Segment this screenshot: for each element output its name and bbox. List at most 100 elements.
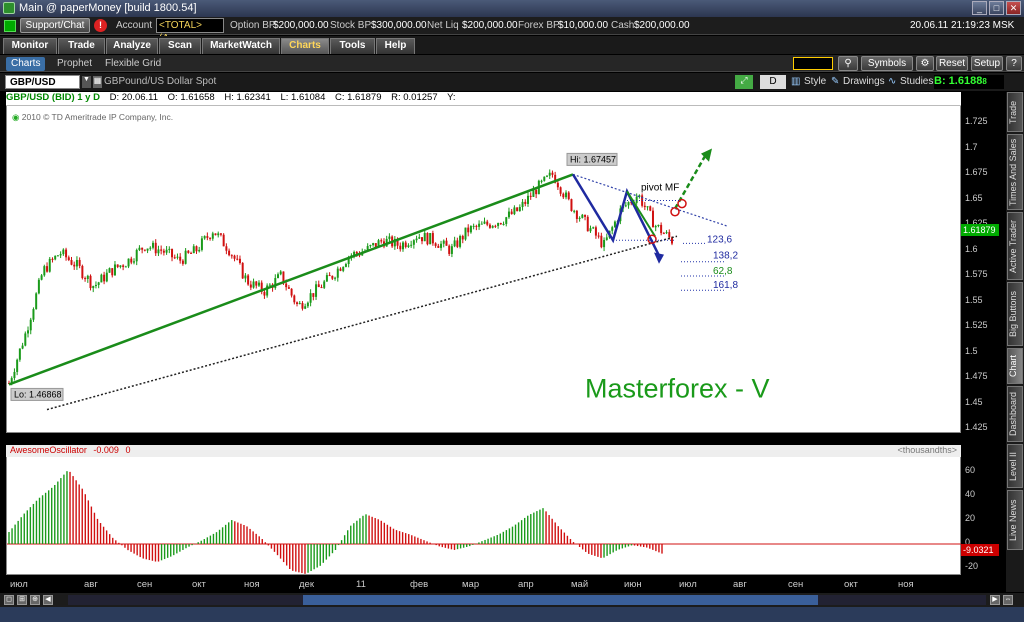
tab-trade[interactable]: Trade — [58, 38, 105, 54]
pivot-circle-0 — [647, 234, 657, 245]
candle-body — [21, 345, 24, 349]
ohlc-range: R: 0.01257 — [391, 92, 438, 103]
price-tick: 1.45 — [965, 396, 983, 407]
setup-button[interactable]: Setup — [971, 56, 1003, 71]
candle-body — [546, 175, 549, 177]
time-axis[interactable]: июл авг сен окт ноя дек 11 фев мар апр май июн июл ав… — [6, 576, 961, 592]
tab-tools[interactable]: Tools — [330, 38, 375, 54]
scroll-left-icon[interactable]: ◀ — [43, 595, 53, 605]
side-tab-live-news[interactable]: Live News — [1007, 490, 1023, 550]
candle-body — [113, 264, 116, 276]
price-axis[interactable]: 1.725 1.7 1.675 1.65 1.625 1.6 1.575 1.55 1.525 1… — [961, 92, 1006, 433]
studies-button[interactable]: Studies — [900, 76, 934, 87]
candle-body — [181, 260, 184, 264]
candle-body — [603, 239, 606, 248]
oscillator-tick: 20 — [965, 513, 976, 523]
account-select[interactable]: <TOTAL> (A... — [156, 18, 224, 44]
candle-body — [274, 278, 277, 288]
tab-scan[interactable]: Scan — [159, 38, 201, 54]
candle-body — [524, 201, 527, 204]
style-icon[interactable]: ▥ — [791, 76, 801, 87]
candle-body — [317, 284, 320, 288]
tab-analyze[interactable]: Analyze — [106, 38, 158, 54]
candle-body — [13, 371, 16, 379]
expand-icon[interactable]: ⇔ — [1003, 595, 1013, 605]
studies-icon[interactable]: ∿ — [888, 76, 897, 87]
candle-body — [521, 201, 524, 208]
side-tab-chart[interactable]: Chart — [1007, 348, 1023, 384]
clock: 20.06.11 21:19:23 MSK — [910, 20, 1015, 31]
candle-body — [478, 223, 481, 227]
tab-marketwatch[interactable]: MarketWatch — [202, 38, 280, 54]
grid-icon[interactable]: ▦ — [93, 76, 102, 88]
candle-body — [407, 245, 410, 247]
candle-body — [252, 281, 255, 288]
alert-icon[interactable]: ! — [94, 19, 107, 32]
side-tab-trade[interactable]: Trade — [1007, 92, 1023, 132]
subtab-charts[interactable]: Charts — [6, 57, 46, 71]
link-icon[interactable]: ⚲ — [838, 56, 858, 71]
candle-body — [198, 249, 201, 252]
scroll-right-icon[interactable]: ▶ — [990, 595, 1000, 605]
candle-body — [467, 227, 470, 233]
candle-body — [421, 237, 424, 242]
chart-subtabs: Charts Prophet Flexible Grid ⚲ Symbols ⚙… — [0, 55, 1024, 72]
candle-body — [401, 242, 404, 250]
bid-price: B: 1.61888 — [934, 75, 1004, 89]
candle-body — [306, 302, 309, 307]
zoom-out-icon[interactable]: ◻ — [4, 595, 14, 605]
candle-body — [374, 243, 377, 248]
candle-body — [59, 254, 62, 256]
scroll-track[interactable] — [68, 595, 986, 605]
side-tab-level-ii[interactable]: Level II — [1007, 444, 1023, 488]
fib-1618-label: 161,8 — [713, 280, 738, 291]
layout-selector[interactable] — [793, 57, 833, 70]
candle-body — [32, 309, 35, 320]
drawings-button[interactable]: Drawings — [843, 76, 885, 87]
zoom-icon[interactable]: ⤢ — [735, 75, 753, 89]
candle-body — [355, 251, 358, 254]
gear-icon[interactable]: ⚙ — [916, 56, 934, 71]
minimize-button[interactable]: _ — [972, 1, 987, 15]
oscillator-panel[interactable] — [6, 445, 962, 575]
side-tab-dashboard[interactable]: Dashboard — [1007, 386, 1023, 442]
zoom-in-icon[interactable]: ⊞ — [17, 595, 27, 605]
price-chart[interactable]: Hi: 1.67457 Lo: 1.46868 pivot MF 123,6 138,2… — [6, 92, 961, 433]
candle-body — [665, 232, 668, 234]
candle-body — [46, 266, 49, 272]
candle-body — [646, 206, 649, 208]
close-button[interactable]: ✕ — [1006, 1, 1021, 15]
candle-body — [342, 266, 345, 271]
style-button[interactable]: Style — [804, 76, 827, 87]
support-chat-button[interactable]: Support/Chat — [20, 18, 90, 33]
trendline-dotted — [46, 235, 678, 411]
tab-charts[interactable]: Charts — [281, 38, 329, 54]
trendline-green — [8, 173, 574, 386]
reset-button[interactable]: Reset — [936, 56, 968, 71]
candle-body — [97, 282, 100, 285]
help-icon[interactable]: ? — [1006, 56, 1022, 71]
candle-body — [168, 248, 171, 250]
forex-bp-label: Forex BP — [518, 20, 560, 31]
symbol-input[interactable]: GBP/USD — [5, 75, 80, 89]
candle-body — [143, 249, 146, 251]
candle-body — [404, 242, 407, 247]
drawings-icon[interactable]: ✎ — [831, 76, 840, 87]
period-button[interactable]: D — [760, 75, 786, 89]
maximize-button[interactable]: □ — [989, 1, 1004, 15]
price-tick: 1.475 — [965, 371, 988, 381]
side-tab-times-and-sales[interactable]: Times And Sales — [1007, 134, 1023, 210]
subtab-flexible-grid[interactable]: Flexible Grid — [105, 58, 162, 69]
scroll-thumb[interactable] — [303, 595, 818, 605]
tab-monitor[interactable]: Monitor — [3, 38, 57, 54]
chart-scrollbar: ◻ ⊞ ⊕ ◀ ▶ ⇔ — [0, 593, 1024, 607]
symbols-button[interactable]: Symbols — [861, 56, 913, 71]
side-tab-active-trader[interactable]: Active Trader — [1007, 212, 1023, 280]
dropdown-icon[interactable]: ▼ — [82, 76, 91, 88]
candle-body — [423, 233, 426, 242]
subtab-prophet[interactable]: Prophet — [57, 58, 93, 69]
side-tab-big-buttons[interactable]: Big Buttons — [1007, 282, 1023, 346]
cursor-icon[interactable]: ⊕ — [30, 595, 40, 605]
tab-help[interactable]: Help — [376, 38, 415, 54]
candle-body — [624, 205, 627, 207]
